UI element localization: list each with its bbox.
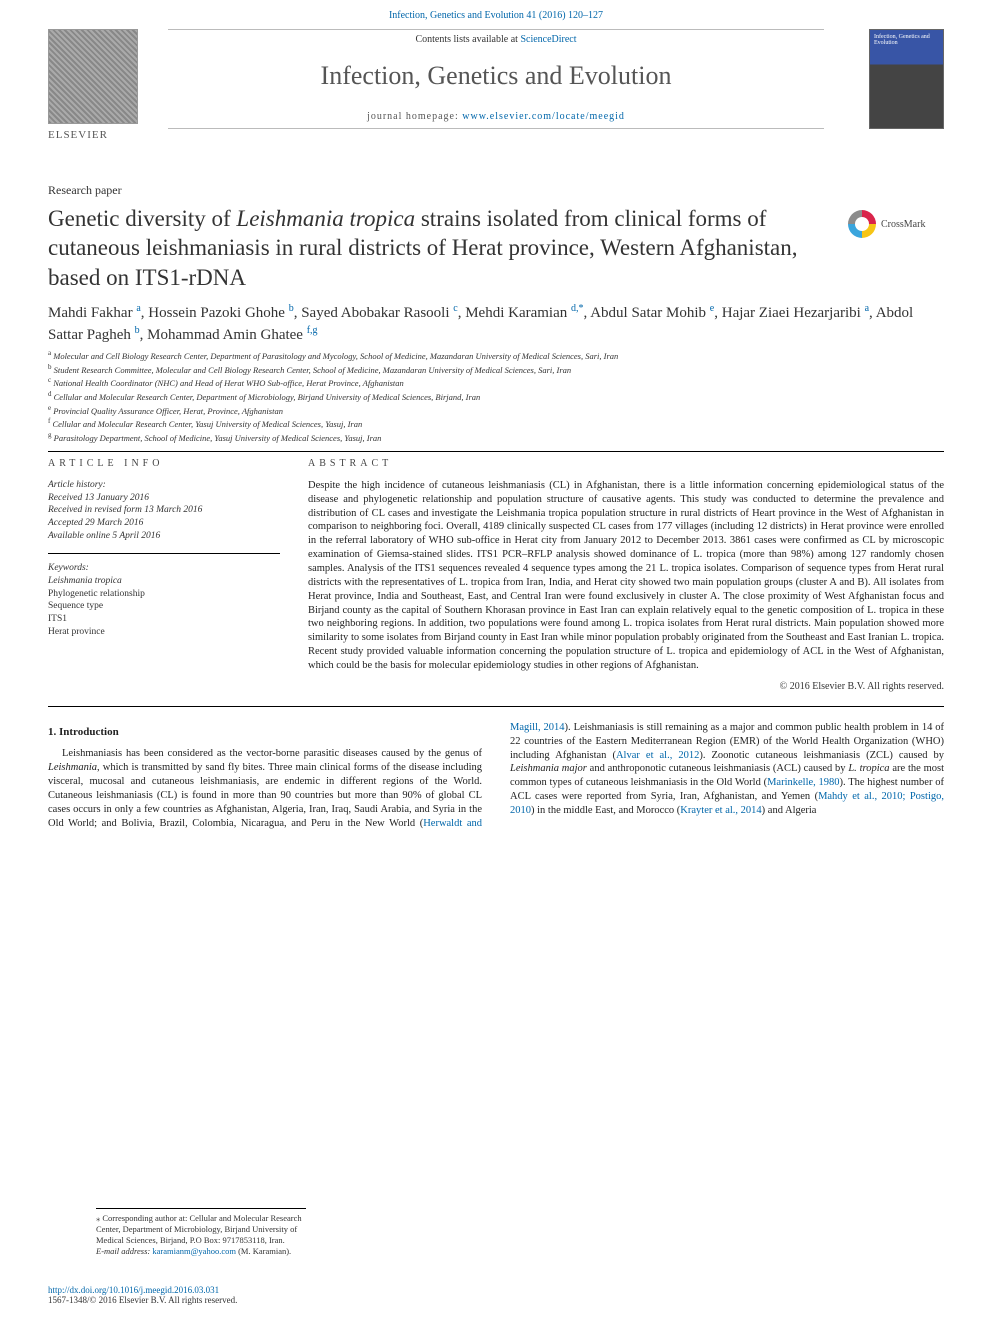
issn-copyright: 1567-1348/© 2016 Elsevier B.V. All right…	[48, 1295, 237, 1305]
corr-email-person: (M. Karamian).	[238, 1246, 291, 1256]
crossmark-icon	[848, 210, 876, 238]
paper-title: Genetic diversity of Leishmania tropica …	[48, 204, 834, 292]
horizontal-rule	[48, 706, 944, 707]
contents-prefix: Contents lists available at	[415, 34, 520, 45]
keyword: Sequence type	[48, 600, 280, 613]
author: Mehdi Karamian d,*	[465, 305, 583, 321]
author: Sayed Abobakar Rasooli c	[301, 305, 458, 321]
journal-homepage-line: journal homepage: www.elsevier.com/locat…	[168, 111, 824, 129]
body-columns: 1. Introduction Leishmaniasis has been c…	[48, 721, 944, 831]
paper-type: Research paper	[48, 183, 944, 198]
corresponding-author: ⁎ Corresponding author at: Cellular and …	[96, 1208, 306, 1257]
ref-link[interactable]: Marinkelle, 1980	[767, 777, 839, 788]
corr-star: ⁎	[96, 1213, 100, 1223]
affiliation: a Molecular and Cell Biology Research Ce…	[48, 349, 944, 363]
corr-text: Corresponding author at: Cellular and Mo…	[96, 1213, 302, 1245]
info-abstract-row: article info Article history: Received 1…	[48, 458, 944, 692]
article-info-heading: article info	[48, 458, 280, 469]
elsevier-wordmark: ELSEVIER	[48, 129, 108, 141]
horizontal-rule	[48, 451, 944, 452]
keyword: Phylogenetic relationship	[48, 588, 280, 601]
author: Mahdi Fakhar a	[48, 305, 141, 321]
affiliation: d Cellular and Molecular Research Center…	[48, 390, 944, 404]
history-item: Received in revised form 13 March 2016	[48, 504, 280, 517]
affiliation: g Parasitology Department, School of Med…	[48, 431, 944, 445]
crossmark-badge[interactable]: CrossMark	[848, 210, 944, 238]
author: Mohammad Amin Ghatee f,g	[147, 327, 317, 343]
history-item: Accepted 29 March 2016	[48, 517, 280, 530]
affiliations: a Molecular and Cell Biology Research Ce…	[48, 349, 944, 445]
author: Abdul Satar Mohib e	[590, 305, 714, 321]
page-footer: http://dx.doi.org/10.1016/j.meegid.2016.…	[48, 1285, 944, 1305]
crossmark-label: CrossMark	[881, 219, 925, 230]
keywords-title: Keywords:	[48, 562, 280, 575]
keywords-block: Keywords: Leishmania tropica Phylogeneti…	[48, 562, 280, 639]
article-info-column: article info Article history: Received 1…	[48, 458, 280, 692]
history-item: Received 13 January 2016	[48, 492, 280, 505]
email-label: E-mail address:	[96, 1246, 150, 1256]
keyword: Herat province	[48, 626, 280, 639]
banner-center: Contents lists available at ScienceDirec…	[168, 29, 824, 129]
keyword: Leishmania tropica	[48, 575, 280, 588]
abstract-heading: abstract	[308, 458, 944, 469]
affiliation: c National Health Coordinator (NHC) and …	[48, 376, 944, 390]
ref-link[interactable]: Krayter et al., 2014	[680, 805, 761, 816]
author: Hossein Pazoki Ghohe b	[148, 305, 293, 321]
top-citation[interactable]: Infection, Genetics and Evolution 41 (20…	[0, 0, 992, 29]
ref-link[interactable]: Alvar et al., 2012	[616, 750, 699, 761]
journal-banner: ELSEVIER Contents lists available at Sci…	[48, 29, 944, 169]
abstract-column: abstract Despite the high incidence of c…	[308, 458, 944, 692]
author: Hajar Ziaei Hezarjaribi a	[722, 305, 869, 321]
sciencedirect-link[interactable]: ScienceDirect	[520, 34, 576, 45]
affiliation: f Cellular and Molecular Research Center…	[48, 417, 944, 431]
abstract-copyright: © 2016 Elsevier B.V. All rights reserved…	[308, 681, 944, 692]
title-row: Genetic diversity of Leishmania tropica …	[48, 204, 944, 292]
section-heading: 1. Introduction	[48, 725, 482, 740]
cover-thumb-text: Infection, Genetics and Evolution	[870, 30, 943, 50]
journal-cover-thumb[interactable]: Infection, Genetics and Evolution	[869, 29, 944, 129]
author-list: Mahdi Fakhar a, Hossein Pazoki Ghohe b, …	[48, 302, 944, 345]
contents-line: Contents lists available at ScienceDirec…	[168, 34, 824, 45]
article-history: Article history: Received 13 January 201…	[48, 479, 280, 554]
homepage-prefix: journal homepage:	[367, 111, 462, 122]
journal-homepage-link[interactable]: www.elsevier.com/locate/meegid	[462, 111, 625, 122]
journal-name: Infection, Genetics and Evolution	[168, 61, 824, 91]
doi-link[interactable]: http://dx.doi.org/10.1016/j.meegid.2016.…	[48, 1285, 219, 1295]
elsevier-tree-icon	[48, 29, 138, 124]
affiliation: b Student Research Committee, Molecular …	[48, 363, 944, 377]
affiliation: e Provincial Quality Assurance Officer, …	[48, 404, 944, 418]
corr-email-link[interactable]: karamianm@yahoo.com	[152, 1246, 236, 1256]
keyword: ITS1	[48, 613, 280, 626]
history-title: Article history:	[48, 479, 280, 492]
history-item: Available online 5 April 2016	[48, 530, 280, 543]
abstract-text: Despite the high incidence of cutaneous …	[308, 479, 944, 673]
